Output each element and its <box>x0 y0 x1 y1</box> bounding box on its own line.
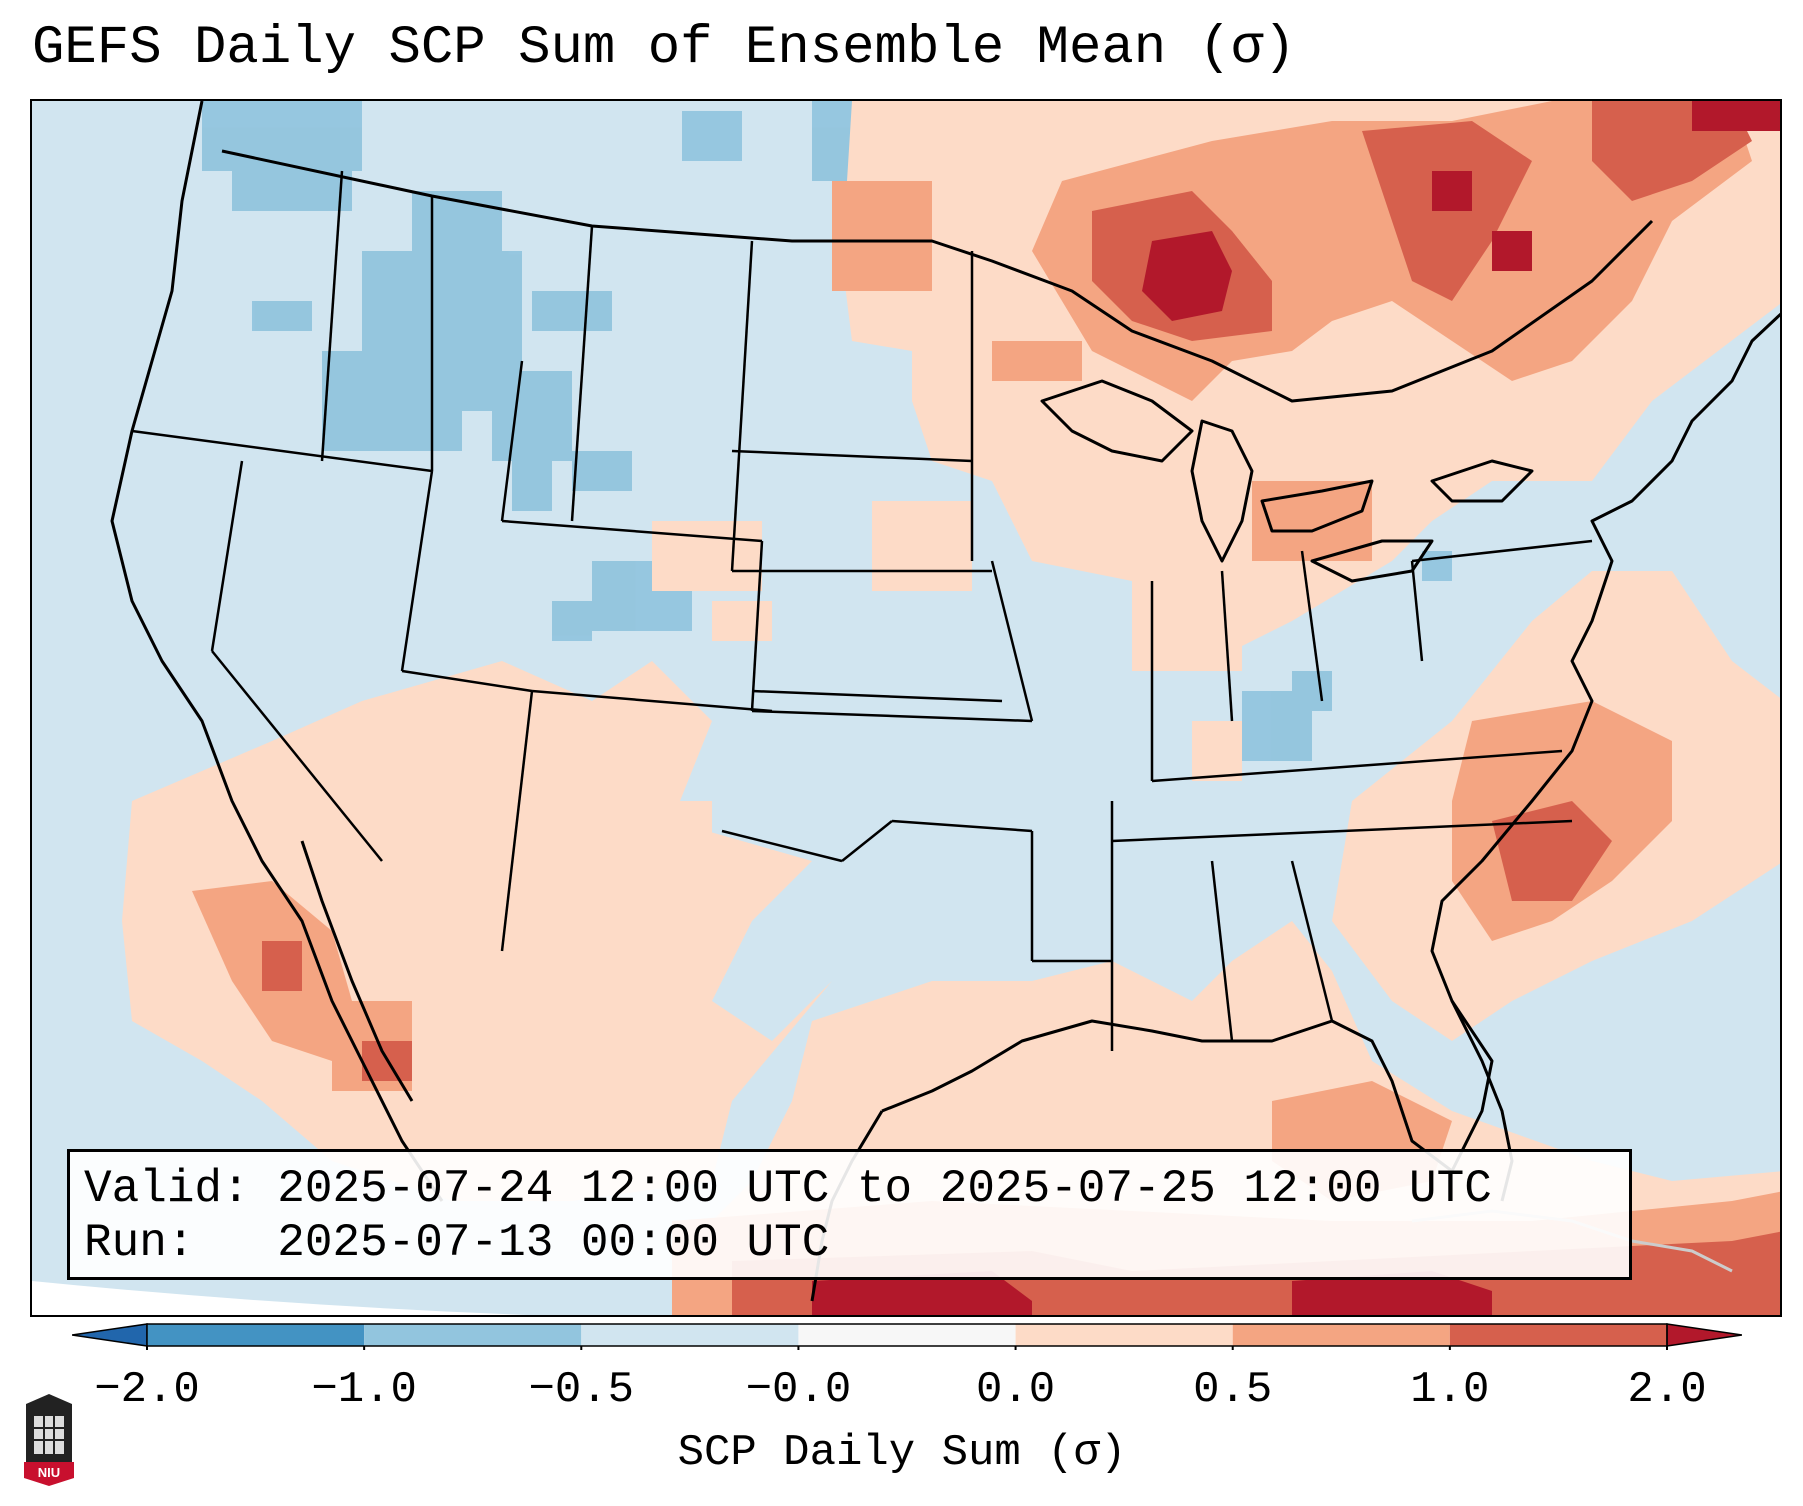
map-title: GEFS Daily SCP Sum of Ensemble Mean (σ) <box>32 18 1296 79</box>
negative-anomaly-northwest <box>202 101 1452 761</box>
logo-text: NIU <box>38 1465 60 1480</box>
run-label: Run: <box>84 1217 195 1269</box>
colorbar-bin <box>798 1324 1016 1346</box>
valid-label: Valid: <box>84 1163 250 1215</box>
coastline-and-borders <box>110 101 1780 1302</box>
outside-domain <box>32 1281 527 1315</box>
run-time: 2025-07-13 00:00 UTC <box>277 1217 830 1269</box>
colorbar-extend-max <box>1666 1323 1742 1347</box>
colorbar-bin <box>1232 1324 1450 1346</box>
state-borders <box>131 170 1593 1051</box>
colorbar-tick-label: 0.5 <box>1193 1365 1273 1415</box>
scp-field-map <box>32 101 1780 1315</box>
colorbar-tick-label: −2.0 <box>94 1365 200 1415</box>
colorbar-bin <box>147 1324 365 1346</box>
map-panel[interactable] <box>30 99 1782 1317</box>
colorbar-bin <box>1449 1324 1667 1346</box>
colorbar-extend-min <box>72 1323 148 1347</box>
valid-info-box: Valid: 2025-07-24 12:00 UTC to 2025-07-2… <box>67 1149 1632 1280</box>
colorbar-tick-label: −1.0 <box>311 1365 417 1415</box>
colorbar-label: SCP Daily Sum (σ) <box>677 1428 1127 1478</box>
positive-anomaly-extreme <box>812 101 1780 1315</box>
colorbar-outline <box>146 1323 1668 1347</box>
colorbar-tick-label: −0.0 <box>745 1365 852 1415</box>
colorbar-tick-label: 2.0 <box>1627 1365 1707 1415</box>
valid-range: 2025-07-24 12:00 UTC to 2025-07-25 12:00… <box>277 1163 1492 1215</box>
colorbar-tick-label: 0.0 <box>975 1365 1056 1415</box>
niu-logo-icon: NIU <box>24 1394 74 1486</box>
colorbar <box>72 1323 1742 1350</box>
colorbar-bin <box>364 1324 582 1346</box>
colorbar-bin <box>1015 1324 1233 1346</box>
colorbar-tick-label: −0.5 <box>528 1365 635 1415</box>
colorbar-tick-label: 1.0 <box>1410 1365 1490 1415</box>
colorbar-bin <box>581 1324 799 1346</box>
colorbar-segments <box>72 1323 1742 1350</box>
